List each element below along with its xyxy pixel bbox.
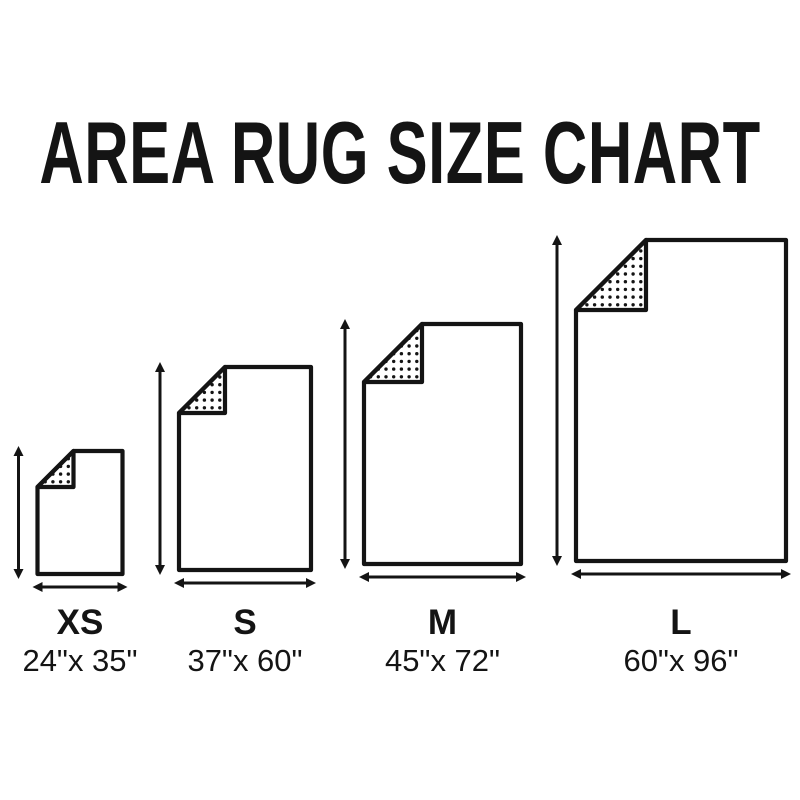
- svg-text:S: S: [233, 603, 256, 642]
- svg-text:24"x 35": 24"x 35": [22, 643, 137, 678]
- svg-text:37"x 60": 37"x 60": [187, 643, 302, 678]
- svg-text:45"x 72": 45"x 72": [385, 643, 500, 678]
- svg-text:M: M: [428, 603, 457, 642]
- svg-text:L: L: [670, 603, 691, 642]
- svg-text:60"x 96": 60"x 96": [623, 643, 738, 678]
- svg-text:XS: XS: [57, 603, 104, 642]
